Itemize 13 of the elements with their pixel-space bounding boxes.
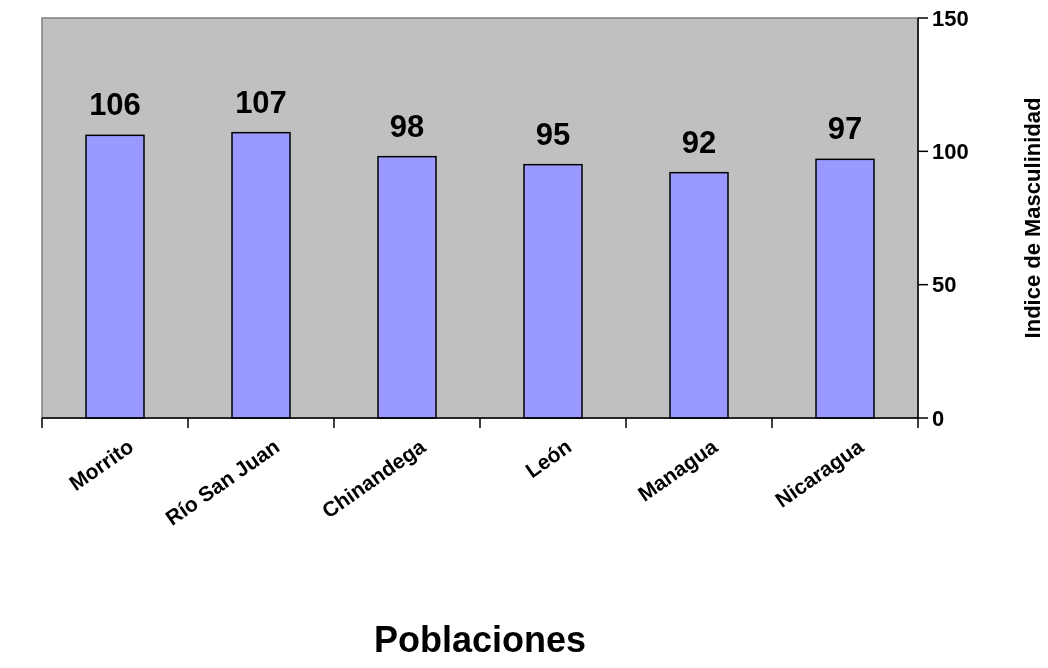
y-tick-label: 100 — [932, 139, 969, 165]
data-label: 97 — [827, 111, 863, 147]
data-label: 107 — [235, 84, 287, 120]
data-label: 106 — [89, 87, 141, 123]
y-tick-label: 50 — [932, 272, 957, 298]
x-axis-title: Poblaciones — [373, 619, 587, 660]
y-tick-label: 0 — [932, 405, 945, 431]
data-label: 98 — [389, 108, 425, 144]
data-label: 95 — [535, 116, 571, 152]
y-tick-label: 150 — [932, 5, 969, 31]
y-axis-title: Indice de Masculinidad — [1020, 97, 1045, 339]
data-label: 92 — [681, 124, 717, 160]
x-tick-label: Río San Juan — [161, 434, 284, 530]
